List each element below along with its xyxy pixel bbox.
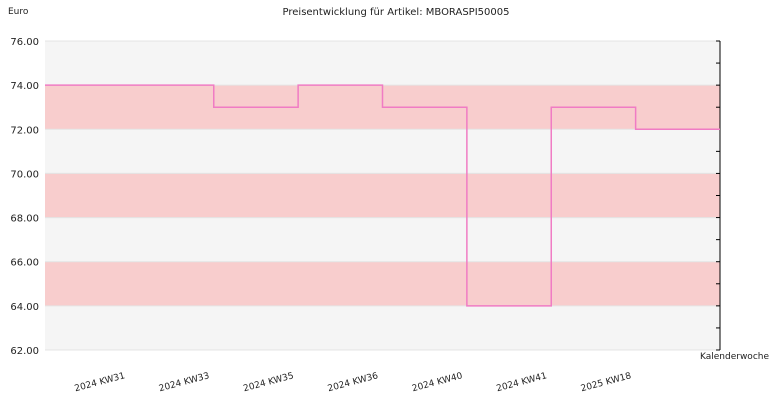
price-line [45, 84, 720, 307]
x-tick-label: 2024 KW41 [495, 371, 548, 394]
y-tick-label: 74.00 [10, 81, 39, 92]
y-tick-label: 68.00 [10, 214, 39, 225]
y-tick-label: 66.00 [10, 258, 39, 269]
x-tick-label: 2024 KW40 [411, 371, 464, 394]
band [45, 261, 720, 306]
band [45, 129, 720, 174]
band [45, 305, 720, 350]
band [45, 41, 720, 86]
band [45, 173, 720, 218]
y-tick-label: 64.00 [10, 302, 39, 313]
chart-title: Preisentwicklung für Artikel: MBORASPI50… [283, 7, 510, 18]
x-tick-label: 2024 KW35 [242, 371, 295, 394]
y-tick-label: 76.00 [10, 37, 39, 48]
band [45, 217, 720, 262]
y-axis-label: Euro [8, 7, 29, 17]
y-tick-label: 72.00 [10, 125, 39, 136]
x-tick-label: 2024 KW36 [327, 371, 380, 394]
y-tick-label: 62.00 [10, 346, 39, 357]
x-tick-label: 2024 KW31 [74, 371, 127, 394]
x-tick-label: 2024 KW33 [158, 371, 211, 394]
x-axis-label: Kalenderwoche [700, 352, 769, 362]
y-tick-label: 70.00 [10, 169, 39, 180]
x-tick-label: 2025 KW18 [580, 371, 633, 394]
